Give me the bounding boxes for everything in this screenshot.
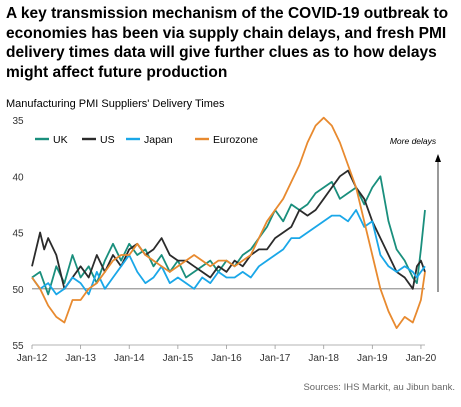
y-tick-label: 40 xyxy=(12,172,24,183)
x-tick-label: Jan-15 xyxy=(163,353,194,364)
x-tick-label: Jan-14 xyxy=(114,353,145,364)
source-note: Sources: IHS Markit, au Jibun bank. xyxy=(303,382,455,393)
series-lines xyxy=(31,116,426,329)
x-tick-label: Jan-13 xyxy=(65,353,96,364)
series-line-us xyxy=(31,169,426,290)
y-axis-ticks: 35 40 45 50 55 xyxy=(12,116,24,352)
headline: A key transmission mechanism of the COVI… xyxy=(6,5,449,81)
legend: UK US Japan Eurozone xyxy=(35,134,258,146)
annotation-label: More delays xyxy=(390,136,437,146)
x-tick-label: Jan-20 xyxy=(406,353,437,364)
y-tick-label: 45 xyxy=(12,229,24,240)
series-line-eurozone xyxy=(31,116,426,329)
x-tick-label: Jan-16 xyxy=(211,353,242,364)
legend-label-eurozone: Eurozone xyxy=(213,134,258,146)
x-tick-label: Jan-19 xyxy=(357,353,388,364)
chart-title: Manufacturing PMI Suppliers' Delivery Ti… xyxy=(6,98,225,110)
series-line-japan xyxy=(31,209,426,296)
legend-label-us: US xyxy=(100,134,115,146)
y-tick-label: 50 xyxy=(12,285,24,296)
y-tick-label: 55 xyxy=(12,341,24,352)
x-axis-ticks: Jan-12 Jan-13 Jan-14 Jan-15 Jan-16 Jan-17 Jan-… xyxy=(17,345,437,364)
annotation-arrow-head xyxy=(435,154,441,162)
y-tick-label: 35 xyxy=(12,116,24,127)
x-tick-label: Jan-17 xyxy=(260,353,291,364)
legend-label-uk: UK xyxy=(53,134,68,146)
legend-label-japan: Japan xyxy=(144,134,173,146)
x-tick-label: Jan-12 xyxy=(17,353,48,364)
reference-lines xyxy=(32,288,425,346)
more-delays-annotation: More delays xyxy=(390,136,441,292)
x-tick-label: Jan-18 xyxy=(308,353,339,364)
